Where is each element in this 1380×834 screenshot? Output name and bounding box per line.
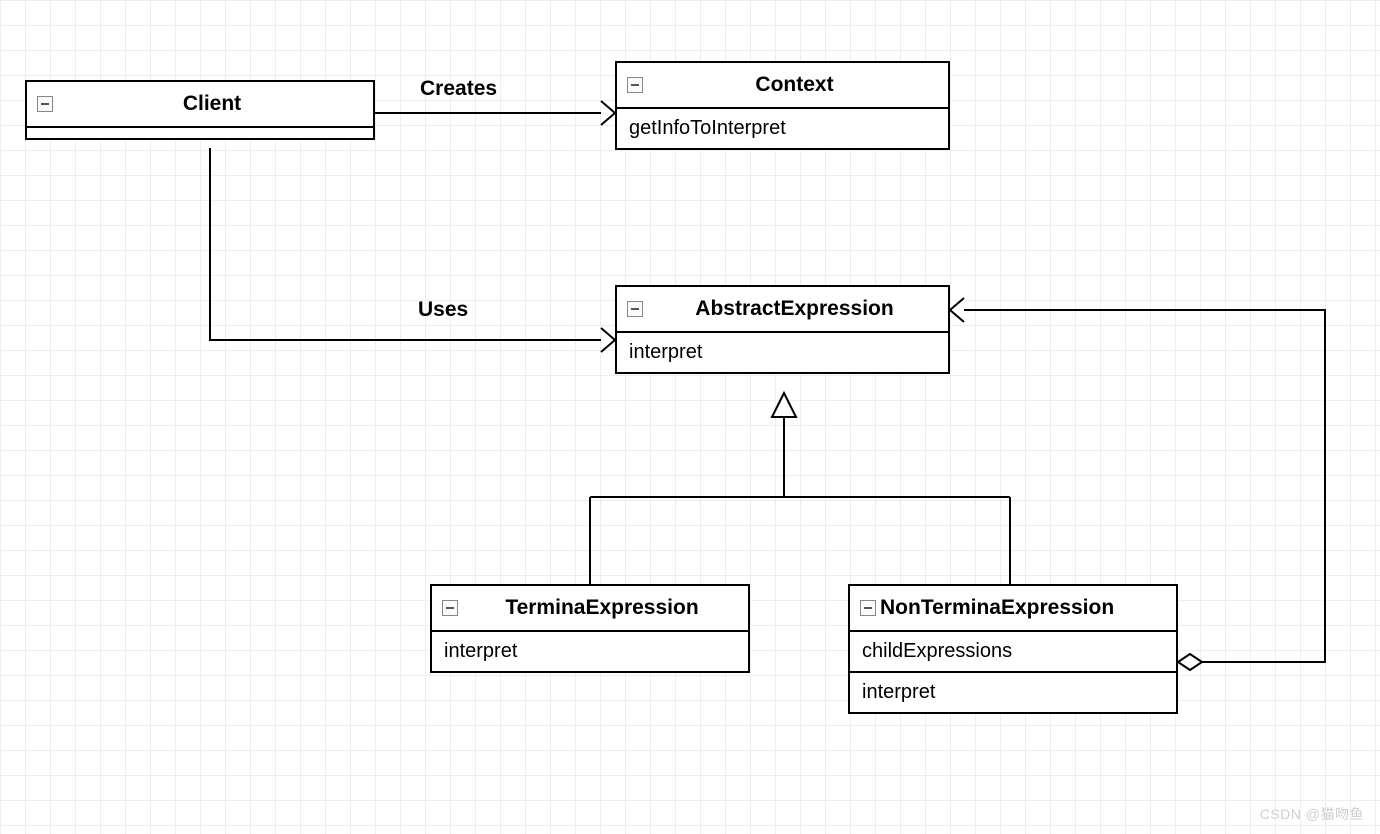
collapse-icon[interactable] (442, 600, 458, 616)
class-title: AbstractExpression (617, 287, 948, 331)
class-operations: interpret (850, 671, 1176, 712)
class-name-label: Context (755, 73, 833, 96)
class-operations: getInfoToInterpret (617, 107, 948, 148)
class-name-label: AbstractExpression (695, 297, 893, 320)
class-operations: interpret (432, 630, 748, 671)
class-client[interactable]: Client (25, 80, 375, 140)
edge-label-uses: Uses (418, 298, 468, 322)
edge-label-creates: Creates (420, 77, 497, 101)
class-attributes: childExpressions (850, 630, 1176, 671)
class-terminal-expression[interactable]: TerminaExpression interpret (430, 584, 750, 673)
class-name-label: NonTerminaExpression (880, 596, 1114, 619)
class-empty-compartment (27, 126, 373, 138)
operation-label: getInfoToInterpret (629, 117, 936, 140)
class-operations: interpret (617, 331, 948, 372)
attribute-label: childExpressions (862, 640, 1164, 663)
watermark-text: CSDN @猫吻鱼 (1260, 804, 1364, 824)
class-context[interactable]: Context getInfoToInterpret (615, 61, 950, 150)
class-title: Context (617, 63, 948, 107)
collapse-icon[interactable] (860, 600, 876, 616)
class-title: Client (27, 82, 373, 126)
class-name-label: Client (183, 92, 241, 115)
operation-label: interpret (862, 681, 1164, 704)
collapse-icon[interactable] (37, 96, 53, 112)
class-abstract-expression[interactable]: AbstractExpression interpret (615, 285, 950, 374)
class-nonterminal-expression[interactable]: NonTerminaExpression childExpressions in… (848, 584, 1178, 714)
operation-label: interpret (629, 341, 936, 364)
class-title: TerminaExpression (432, 586, 748, 630)
class-title: NonTerminaExpression (850, 586, 1176, 630)
collapse-icon[interactable] (627, 77, 643, 93)
operation-label: interpret (444, 640, 736, 663)
collapse-icon[interactable] (627, 301, 643, 317)
class-name-label: TerminaExpression (505, 596, 698, 619)
